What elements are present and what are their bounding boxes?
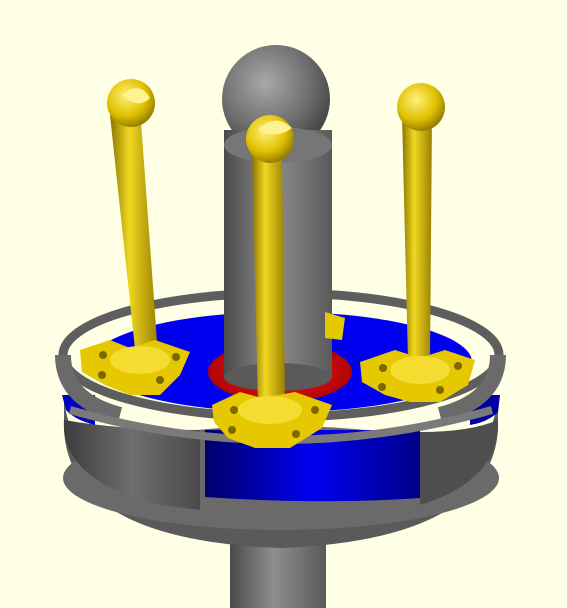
- gold-hub-center: [212, 392, 332, 448]
- gold-ball-left: [107, 79, 155, 127]
- gold-pin-center: [252, 152, 285, 405]
- gold-hub-left: [80, 340, 190, 395]
- gold-hub-back: [325, 312, 345, 340]
- top-sphere: [222, 45, 330, 153]
- gold-pin-right: [402, 115, 432, 362]
- gold-pin-left: [110, 108, 158, 358]
- gold-ball-right: [397, 83, 445, 131]
- gold-hubs: [80, 312, 475, 448]
- gold-hub-right: [360, 350, 475, 402]
- gold-pins: [107, 79, 445, 405]
